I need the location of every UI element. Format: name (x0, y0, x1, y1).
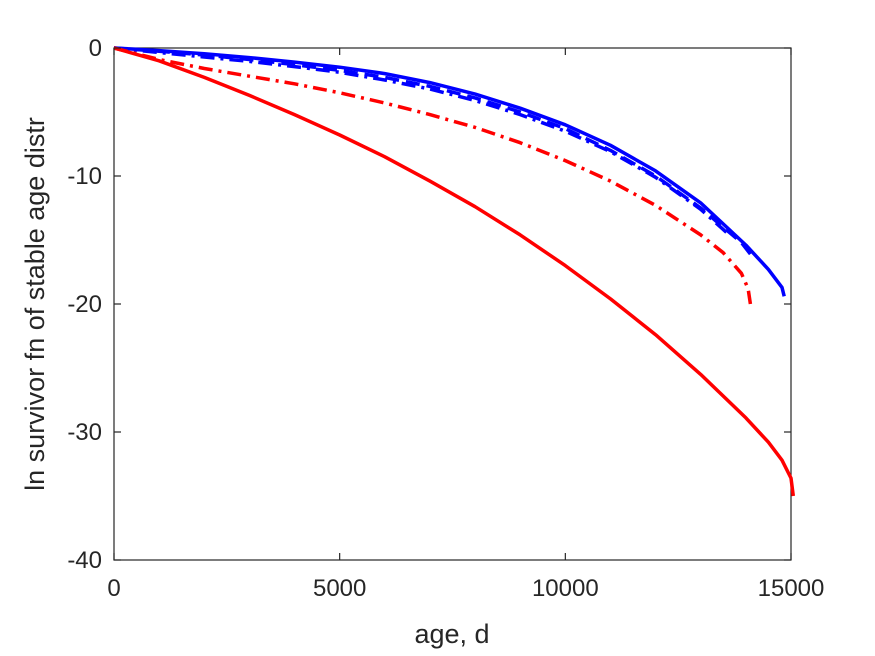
series-line-blue-dashdot (113, 46, 729, 235)
series-line-blue-solid (113, 46, 786, 297)
series-line-blue-dashed (113, 46, 752, 256)
plot-area (113, 46, 796, 561)
x-tick-label: 0 (107, 575, 120, 602)
x-tick-label: 10000 (532, 575, 599, 602)
x-axis: 0 5000 10000 15000 (107, 48, 824, 602)
series-layer (113, 46, 796, 497)
y-tick-label: 0 (89, 35, 102, 62)
series-line-red-solid (113, 46, 796, 497)
x-tick-label: 15000 (758, 575, 825, 602)
y-tick-label: -10 (67, 163, 102, 190)
y-axis: 0 -10 -20 -30 -40 (67, 35, 791, 574)
x-axis-label: age, d (414, 619, 489, 649)
y-tick-label: -30 (67, 419, 102, 446)
y-axis-label: ln survivor fn of stable age distr (20, 117, 50, 491)
y-tick-label: -20 (67, 291, 102, 318)
y-tick-label: -40 (67, 547, 102, 574)
x-tick-label: 5000 (313, 575, 366, 602)
